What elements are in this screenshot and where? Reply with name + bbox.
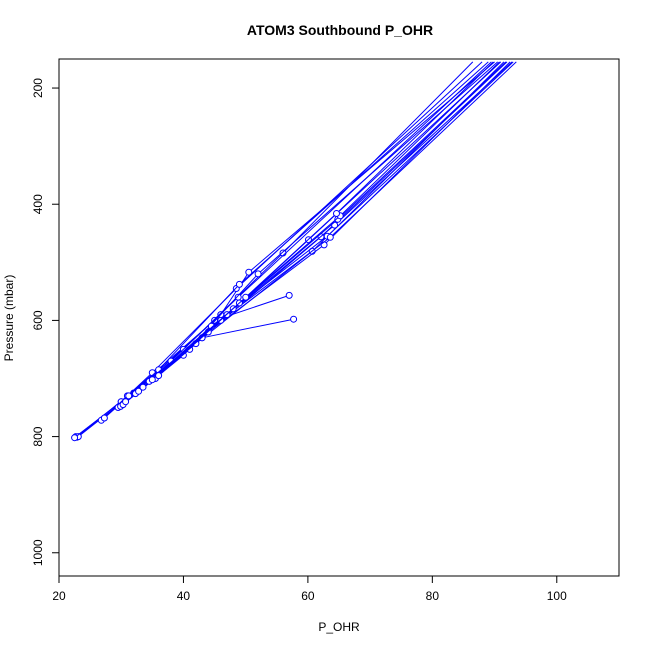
series-line-2	[76, 294, 290, 438]
series-line-1	[75, 318, 294, 437]
y-axis-label: Pressure (mbar)	[2, 275, 16, 362]
data-point	[125, 392, 133, 400]
y-tick-label: 800	[31, 426, 45, 446]
y-tick-label: 600	[31, 310, 45, 330]
data-point	[245, 268, 253, 276]
series-line-4	[74, 61, 474, 439]
x-axis: 20 40 60 80 100	[52, 575, 567, 603]
data-point	[122, 398, 130, 406]
data-layer	[71, 61, 517, 442]
data-point	[320, 241, 328, 249]
data-point	[285, 291, 293, 299]
y-axis: 200 400 600 800 1000	[31, 78, 60, 566]
y-tick-label: 400	[31, 194, 45, 214]
data-point	[333, 210, 340, 217]
x-tick-label: 100	[547, 589, 567, 603]
x-tick-label: 60	[301, 589, 315, 603]
data-point	[155, 372, 163, 380]
data-point	[242, 293, 250, 301]
x-tick-label: 80	[426, 589, 440, 603]
y-tick-label: 200	[31, 78, 45, 98]
x-tick-label: 40	[177, 589, 191, 603]
data-point	[100, 414, 108, 422]
plot-frame	[58, 58, 620, 577]
data-point	[235, 280, 243, 288]
chart-title: ATOM3 Southbound P_OHR	[247, 22, 433, 38]
data-point	[290, 315, 298, 323]
series-line-18	[158, 61, 494, 376]
data-point	[71, 434, 79, 442]
data-point	[148, 376, 156, 384]
data-point	[326, 233, 334, 241]
data-point	[139, 383, 147, 391]
y-tick-label: 1000	[31, 539, 45, 566]
data-point	[135, 387, 143, 395]
x-tick-label: 20	[52, 589, 66, 603]
data-point	[254, 270, 262, 278]
x-axis-label: P_OHR	[318, 620, 360, 634]
series-line-17	[151, 61, 500, 381]
